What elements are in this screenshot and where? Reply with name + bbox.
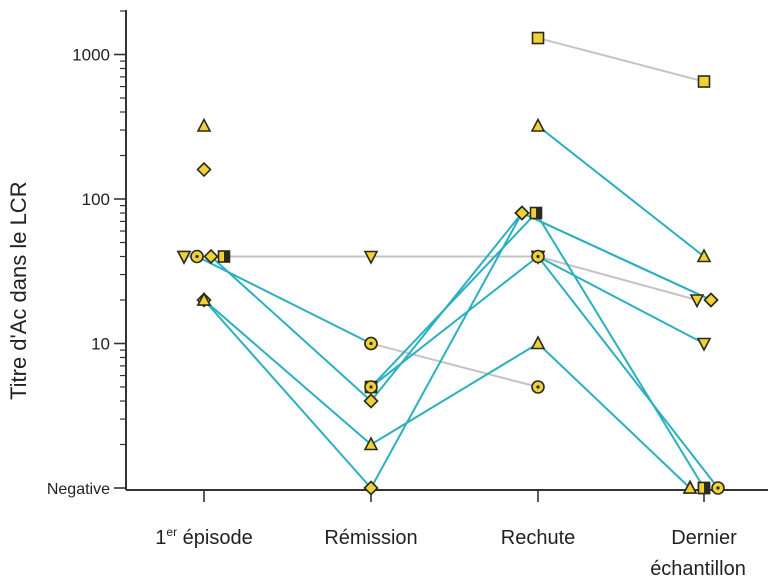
- series-line: [521, 212, 712, 301]
- series-line: [537, 255, 719, 489]
- marker-diamond: [363, 393, 379, 409]
- x-tick-label: Rechute: [501, 527, 576, 549]
- series-line: [370, 342, 539, 388]
- y-tick-label: 10: [91, 335, 110, 354]
- marker-circle-dot: [195, 254, 199, 259]
- marker-triangle: [530, 335, 546, 350]
- series-line: [537, 255, 705, 345]
- marker-square: [531, 31, 545, 45]
- marker-circle-dot: [369, 385, 373, 389]
- marker-triangle: [682, 479, 698, 494]
- marker-triangle: [530, 117, 546, 132]
- marker-half-square-fill: [224, 251, 230, 263]
- series-line: [370, 255, 539, 388]
- y-tick-label: 1000: [72, 46, 110, 65]
- marker-circle-dot: [716, 486, 720, 490]
- x-tick-label: 1er épisode: [155, 525, 252, 549]
- marker-triangle: [196, 291, 212, 306]
- series-line: [537, 255, 698, 301]
- series-line: [537, 37, 705, 83]
- series-line: [196, 255, 372, 345]
- marker-diamond: [363, 480, 379, 496]
- marker-triangle: [363, 436, 379, 451]
- x-tick-label: Dernier: [671, 527, 737, 549]
- marker-inverted-triangle: [363, 250, 379, 265]
- series-line: [537, 125, 705, 258]
- marker-square: [697, 75, 711, 88]
- y-tick-label: 100: [82, 190, 110, 209]
- marker-diamond: [196, 161, 212, 178]
- series-line: [537, 342, 691, 489]
- series-line: [370, 212, 523, 402]
- chart-lines: [184, 37, 719, 489]
- series-line: [370, 342, 539, 446]
- x-tick-labels: 1er épisode Rémission Rechute Dernier échant…: [155, 525, 746, 580]
- marker-inverted-triangle: [689, 294, 705, 309]
- series-line: [370, 212, 523, 489]
- marker-circle-dot: [536, 254, 540, 259]
- marker-inverted-triangle: [176, 250, 192, 265]
- marker-circle-dot: [369, 341, 373, 346]
- y-tick-label: Negative: [47, 481, 110, 498]
- marker-triangle: [196, 117, 212, 132]
- series-line: [535, 212, 705, 489]
- marker-diamond: [203, 248, 219, 265]
- marker-half-square-fill: [536, 207, 542, 219]
- marker-diamond: [703, 292, 719, 308]
- chart-markers: [176, 31, 725, 496]
- y-axis-label: Titre d'Ac dans le LCR: [6, 181, 31, 400]
- marker-triangle: [696, 248, 712, 263]
- series-line: [210, 255, 372, 402]
- marker-half-square-fill: [704, 482, 710, 494]
- x-tick-label: Rémission: [324, 527, 417, 549]
- x-tick-label-line2: échantillon: [650, 558, 746, 580]
- marker-inverted-triangle: [696, 337, 712, 352]
- marker-circle-dot: [536, 385, 540, 389]
- marker-diamond: [514, 205, 530, 221]
- series-line: [203, 299, 372, 446]
- series-line: [370, 212, 537, 388]
- series-line: [203, 299, 372, 489]
